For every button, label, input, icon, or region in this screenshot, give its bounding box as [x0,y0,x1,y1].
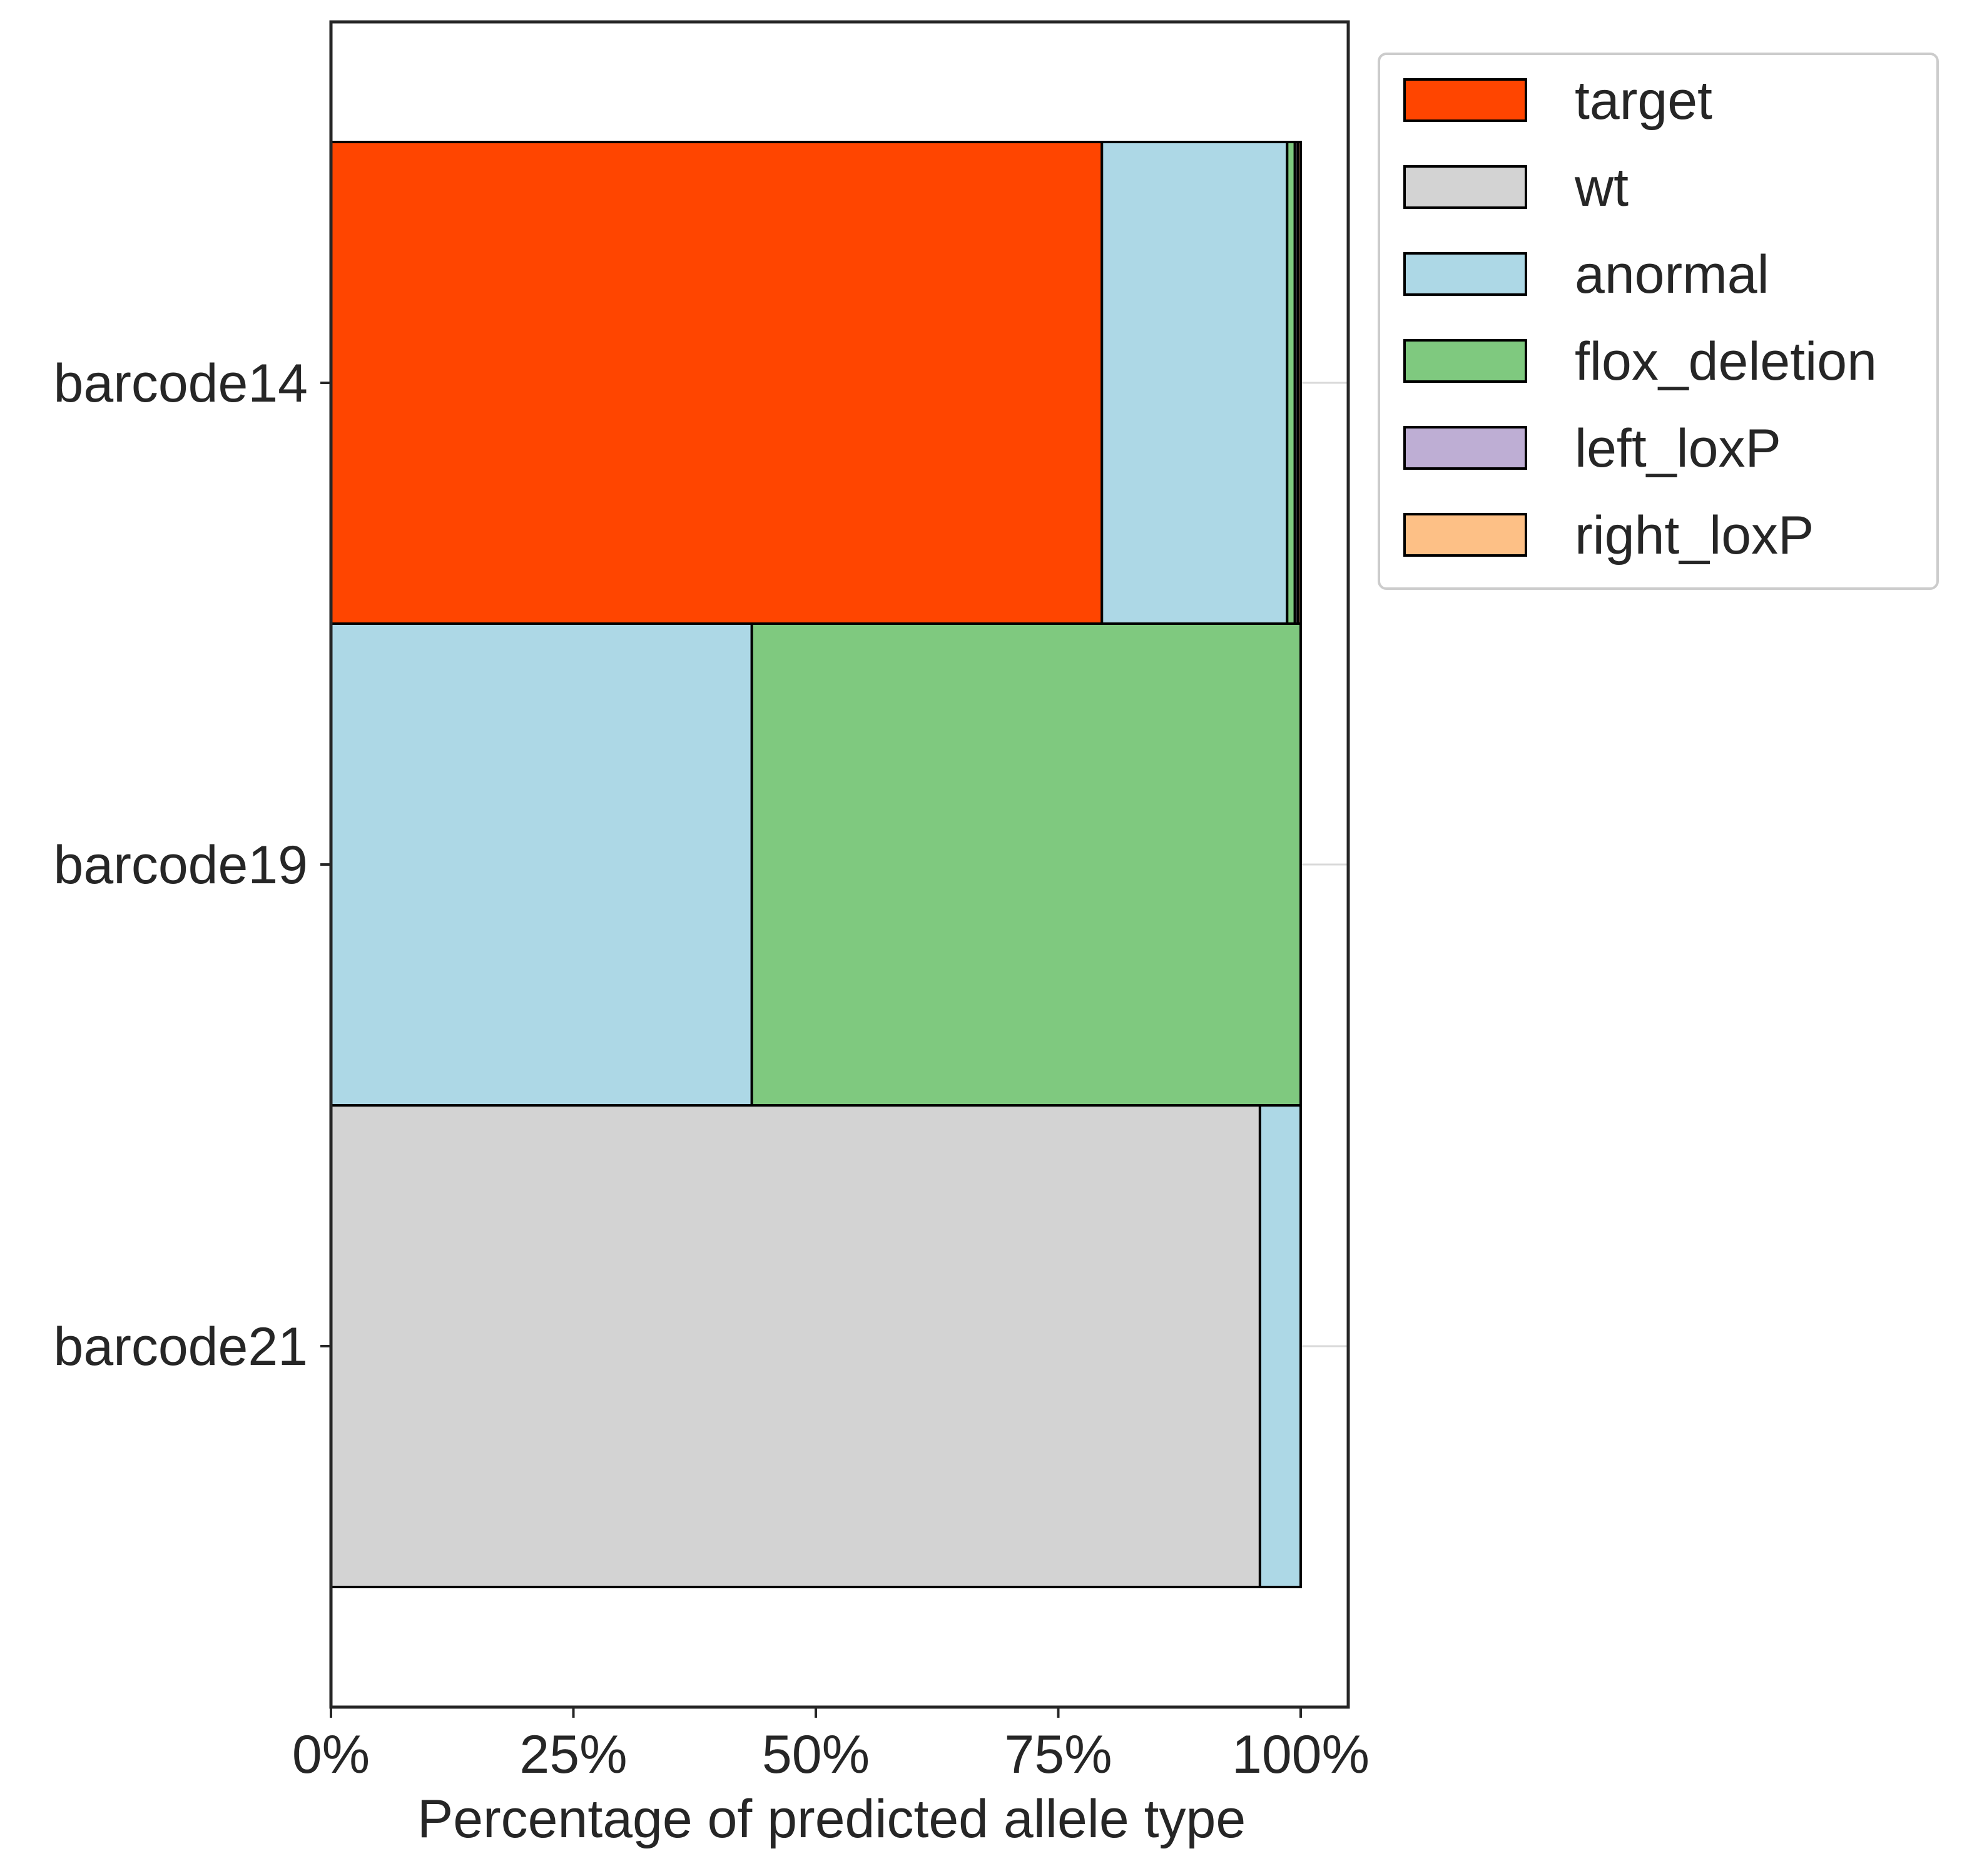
x-tick-label-50: 50% [762,1725,870,1785]
bar-barcode19-anormal [330,622,753,1107]
y-tick-label-barcode14: barcode14 [54,353,308,413]
legend: target wt anormal flox_deletion left_loxPrig… [1378,53,1939,590]
legend-label-flox-deletion: flox_deletion [1575,332,1877,392]
legend-swatch-left-loxp [1403,426,1527,470]
legend-label-wt: wt [1574,158,1629,218]
bar-barcode14-target [330,141,1104,625]
legend-swatch-target [1403,78,1527,122]
y-tick-label-barcode19: barcode19 [54,835,308,895]
legend-swatch-flox-deletion [1403,339,1527,383]
legend-label-right-loxp: right_loxP [1575,505,1814,565]
x-axis-label: Percentage of predicted allele type [417,1789,1246,1849]
legend-swatch-right-loxp [1403,513,1527,557]
bar-barcode14-right-loxp [1296,141,1303,625]
bar-barcode21-anormal [1258,1104,1303,1588]
bar-barcode14-anormal [1100,141,1289,625]
y-axis: barcode14 barcode19 barcode21 [54,353,331,1377]
y-tick-label-barcode21: barcode21 [54,1317,308,1377]
x-tick-label-25: 25% [519,1725,627,1785]
legend-label-anormal: anormal [1575,245,1769,305]
x-axis: 0% 25% 50% 75% 100% [292,1707,1370,1785]
legend-label-target: target [1575,71,1712,131]
x-tick-label-0: 0% [292,1725,370,1785]
legend-swatch-anormal [1403,252,1527,296]
bars [330,141,1303,1588]
bar-barcode19-flox-deletion [750,622,1302,1107]
x-tick-label-100: 100% [1232,1725,1370,1785]
legend-label-left-loxp: left_loxP [1575,418,1781,479]
legend-swatch-wt [1403,165,1527,209]
bar-barcode21-wt [330,1104,1261,1588]
x-tick-label-75: 75% [1004,1725,1112,1785]
